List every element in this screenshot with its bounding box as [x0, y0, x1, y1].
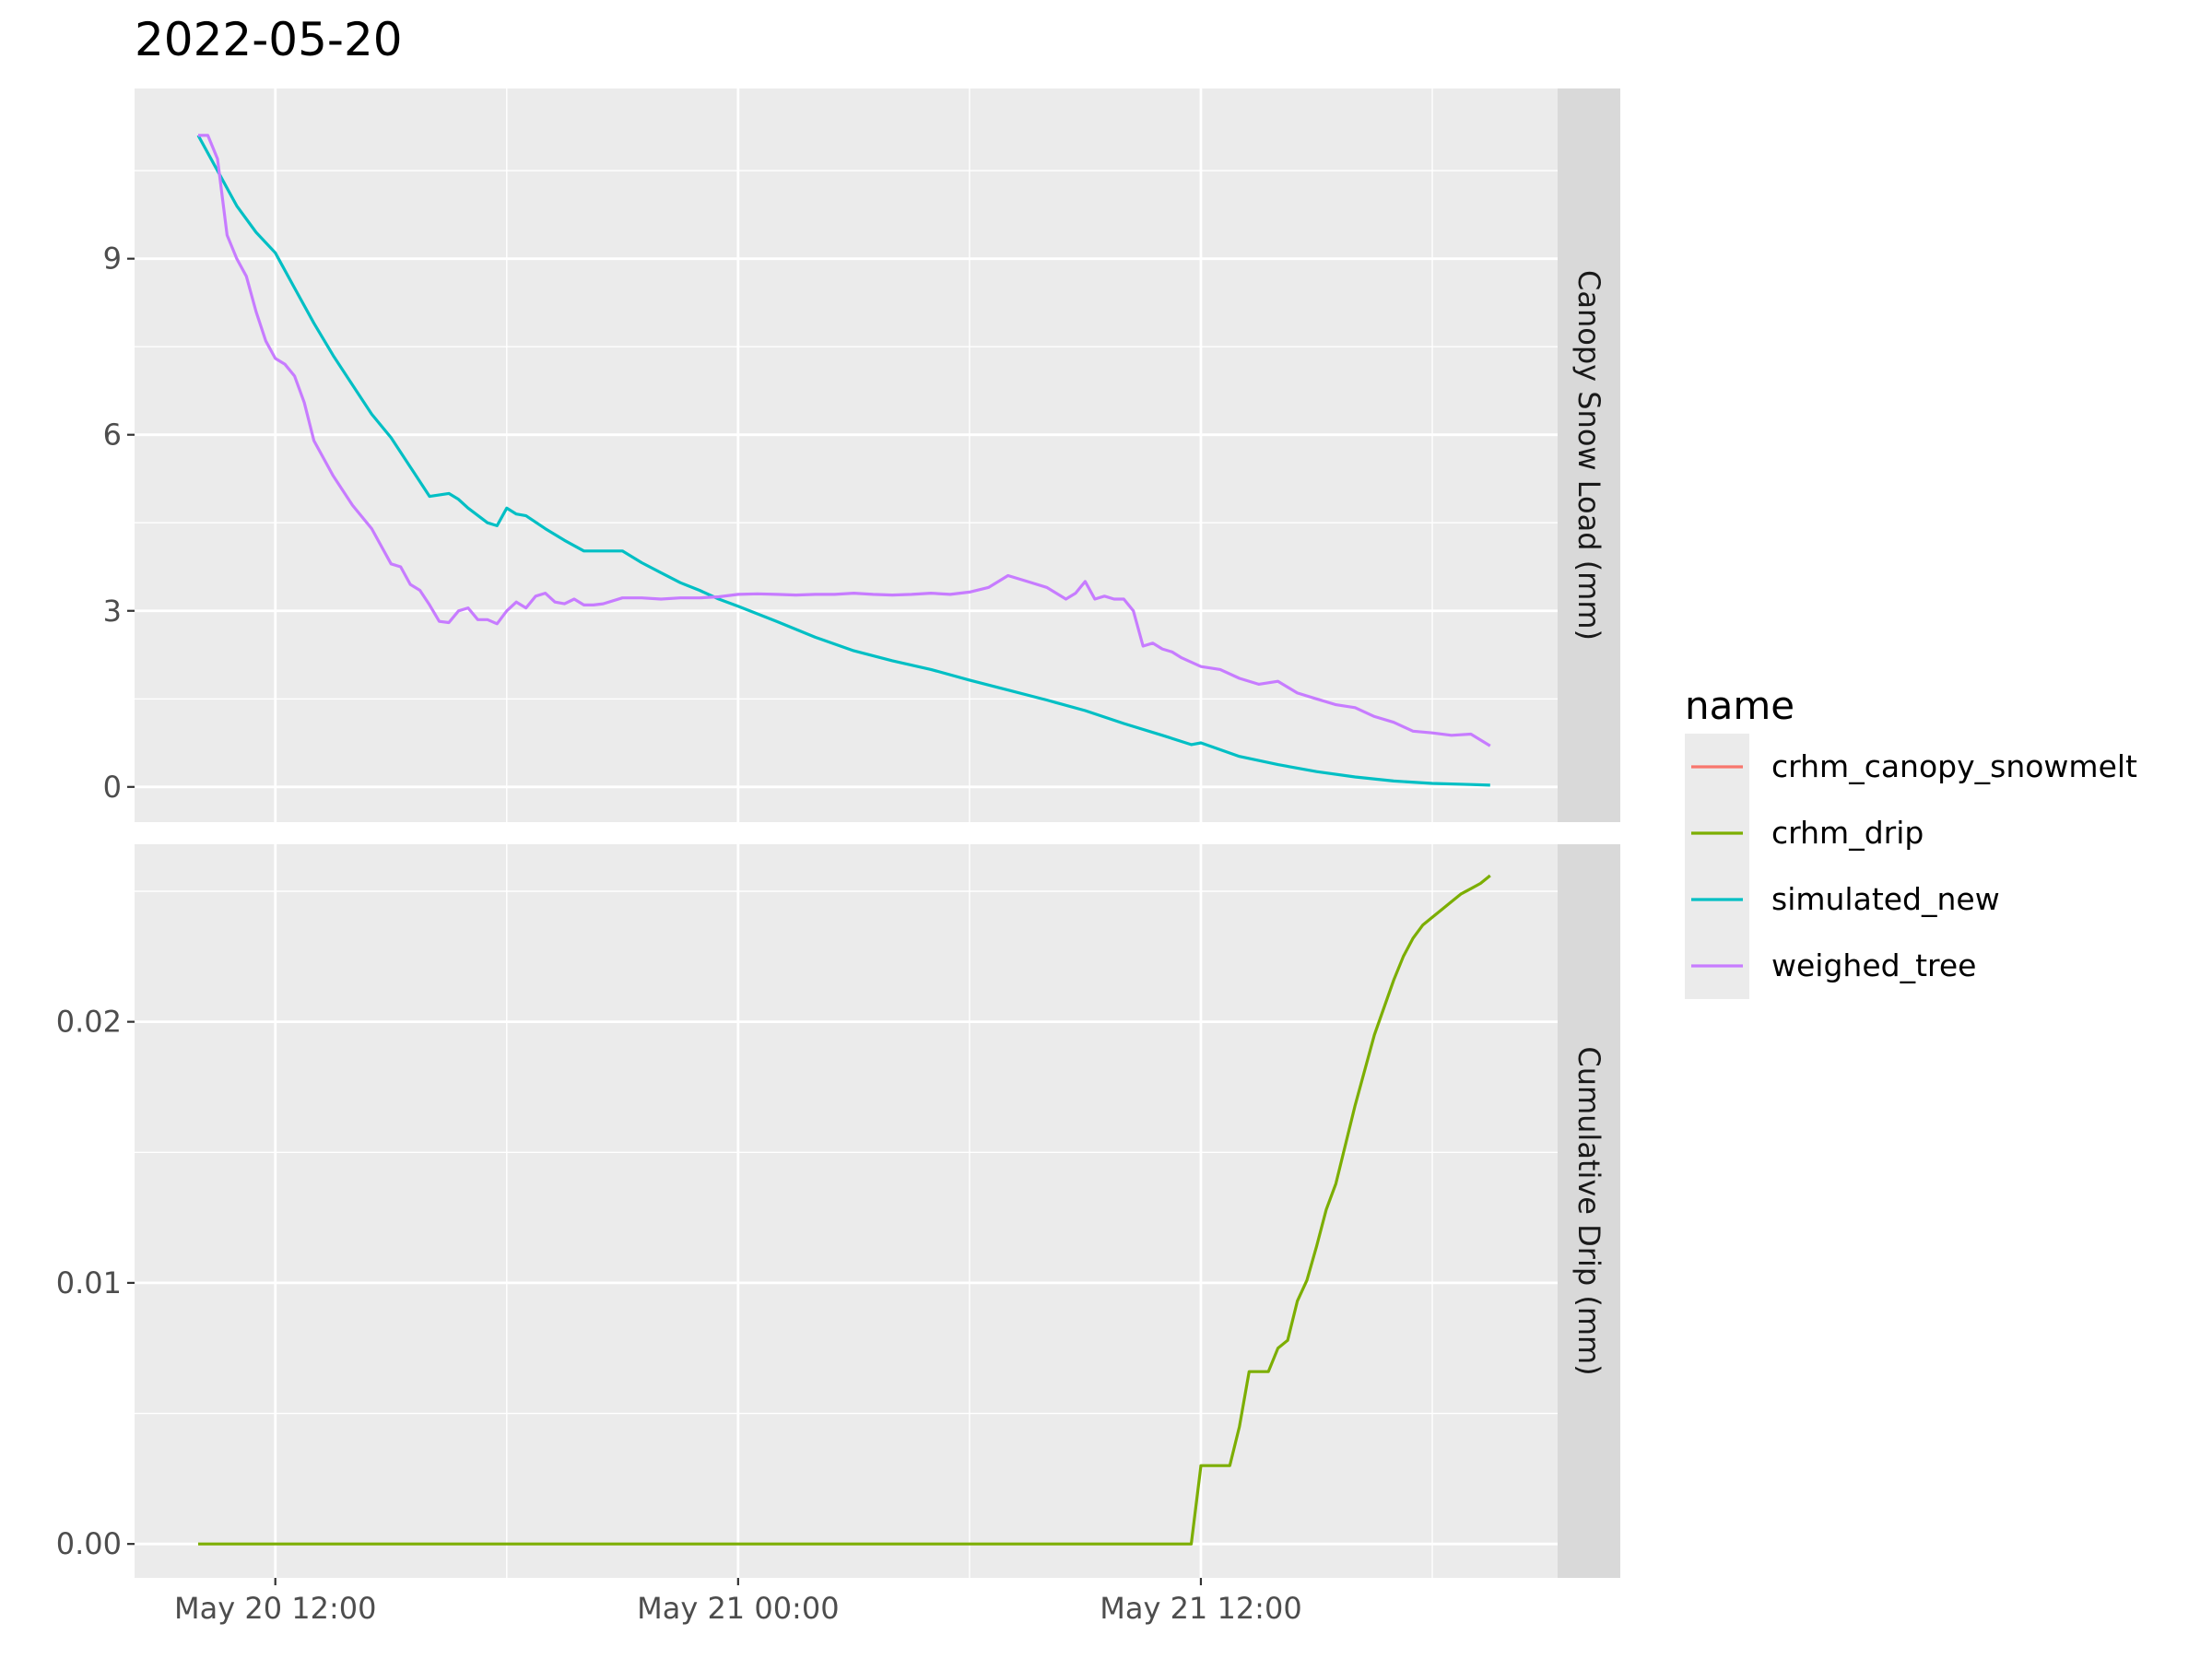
y-tick-label: 0.01 [56, 1265, 122, 1300]
facet-strip [1558, 88, 1620, 822]
y-tick-label: 0 [103, 770, 122, 805]
facet-strip [1558, 844, 1620, 1578]
facet-panels: 0 3 6 9 Canopy Snow Load (mm) 0.00 0.01 0.02 Cum… [56, 88, 1620, 1578]
y-tick-label: 3 [103, 594, 122, 629]
y-tick-label: 0.00 [56, 1526, 122, 1561]
legend-item: simulated_new [1685, 866, 2000, 933]
facet-panel: 0.00 0.01 0.02 Cumulative Drip (mm) [56, 844, 1620, 1578]
legend-label: weighed_tree [1771, 947, 1976, 983]
facet-strip-label: Canopy Snow Load (mm) [1571, 270, 1606, 641]
legend-label: simulated_new [1771, 881, 2000, 917]
y-tick-label: 0.02 [56, 1005, 122, 1040]
panel-background [135, 88, 1558, 822]
panel-background [135, 844, 1558, 1578]
series-line-crhm-drip [198, 874, 1491, 1546]
legend-label: crhm_drip [1771, 815, 1924, 851]
chart-title: 2022-05-20 [135, 13, 403, 66]
x-tick-label: May 20 12:00 [174, 1591, 376, 1626]
legend: name crhm_canopy_snowmelt crhm_dripsimulat… [1685, 683, 2137, 999]
series-line-simulated-new [196, 135, 1490, 787]
legend-item: crhm_drip [1685, 800, 1924, 866]
y-tick-label: 9 [103, 241, 122, 276]
legend-item: crhm_canopy_snowmelt [1685, 734, 2137, 800]
legend-label: crhm_canopy_snowmelt [1771, 748, 2137, 784]
legend-title: name [1685, 683, 1794, 728]
x-tick-label: May 21 12:00 [1100, 1591, 1301, 1626]
y-tick-label: 6 [103, 418, 122, 453]
facet-panel: 0 3 6 9 Canopy Snow Load (mm) [103, 88, 1620, 822]
legend-item: weighed_tree [1685, 933, 1976, 999]
series-line-weighed-tree [198, 134, 1491, 747]
x-tick-label: May 21 00:00 [637, 1591, 839, 1626]
x-axis: May 20 12:00 May 21 00:00 May 21 12:00 [174, 1578, 1302, 1626]
facet-strip-label: Cumulative Drip (mm) [1571, 1046, 1606, 1375]
